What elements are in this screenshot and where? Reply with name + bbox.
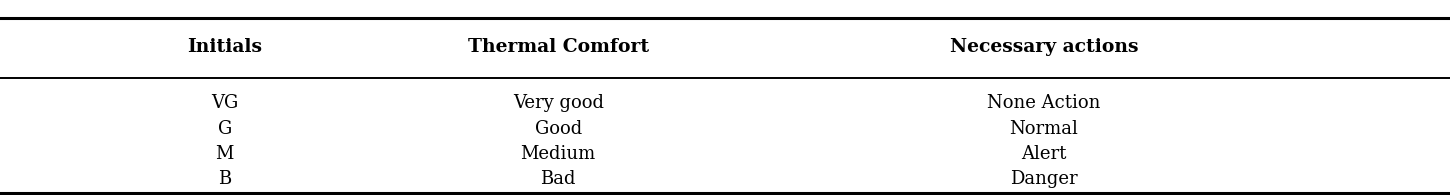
Text: Good: Good [535,120,581,138]
Text: None Action: None Action [987,94,1101,112]
Text: Bad: Bad [541,170,576,188]
Text: Normal: Normal [1009,120,1079,138]
Text: M: M [216,145,233,163]
Text: G: G [218,120,232,138]
Text: Medium: Medium [521,145,596,163]
Text: Thermal Comfort: Thermal Comfort [468,38,648,56]
Text: B: B [218,170,232,188]
Text: Alert: Alert [1021,145,1067,163]
Text: Necessary actions: Necessary actions [950,38,1138,56]
Text: Very good: Very good [513,94,603,112]
Text: Danger: Danger [1011,170,1077,188]
Text: Initials: Initials [187,38,262,56]
Text: VG: VG [212,94,238,112]
